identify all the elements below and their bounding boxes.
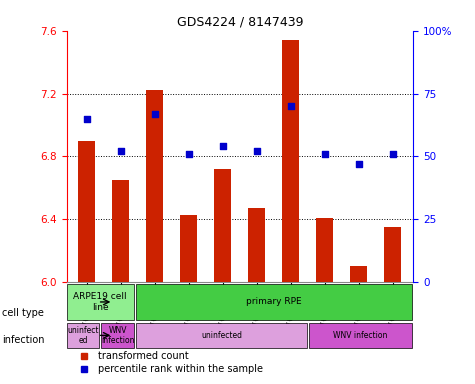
Text: uninfect
ed: uninfect ed bbox=[67, 326, 99, 345]
Bar bbox=[316, 218, 333, 282]
Point bbox=[321, 151, 329, 157]
Text: uninfected: uninfected bbox=[201, 331, 242, 340]
Text: primary RPE: primary RPE bbox=[246, 298, 302, 306]
Bar bbox=[136, 323, 307, 348]
Point bbox=[355, 161, 362, 167]
Text: WNV
infection: WNV infection bbox=[101, 326, 134, 345]
Point bbox=[253, 148, 261, 154]
Bar bbox=[146, 91, 163, 282]
Text: infection: infection bbox=[2, 335, 45, 345]
Point bbox=[219, 143, 227, 149]
Bar bbox=[309, 323, 411, 348]
Bar bbox=[384, 227, 401, 282]
Point bbox=[117, 148, 125, 154]
Point bbox=[287, 103, 294, 109]
Text: ARPE19 cell
line: ARPE19 cell line bbox=[74, 292, 127, 312]
Bar bbox=[214, 169, 231, 282]
Bar bbox=[248, 209, 266, 282]
Bar bbox=[78, 141, 95, 282]
Bar bbox=[136, 284, 411, 320]
Text: WNV infection: WNV infection bbox=[333, 331, 388, 340]
Text: percentile rank within the sample: percentile rank within the sample bbox=[98, 364, 263, 374]
Bar bbox=[351, 266, 367, 282]
Bar bbox=[101, 323, 134, 348]
Point bbox=[83, 116, 91, 122]
Bar bbox=[113, 180, 129, 282]
Title: GDS4224 / 8147439: GDS4224 / 8147439 bbox=[177, 15, 303, 28]
Text: cell type: cell type bbox=[2, 308, 44, 318]
Point bbox=[389, 151, 397, 157]
Point bbox=[151, 111, 159, 117]
Bar bbox=[180, 215, 198, 282]
Text: transformed count: transformed count bbox=[98, 351, 189, 361]
Bar bbox=[66, 323, 99, 348]
Bar bbox=[66, 284, 134, 320]
Bar bbox=[282, 40, 299, 282]
Point bbox=[185, 151, 193, 157]
